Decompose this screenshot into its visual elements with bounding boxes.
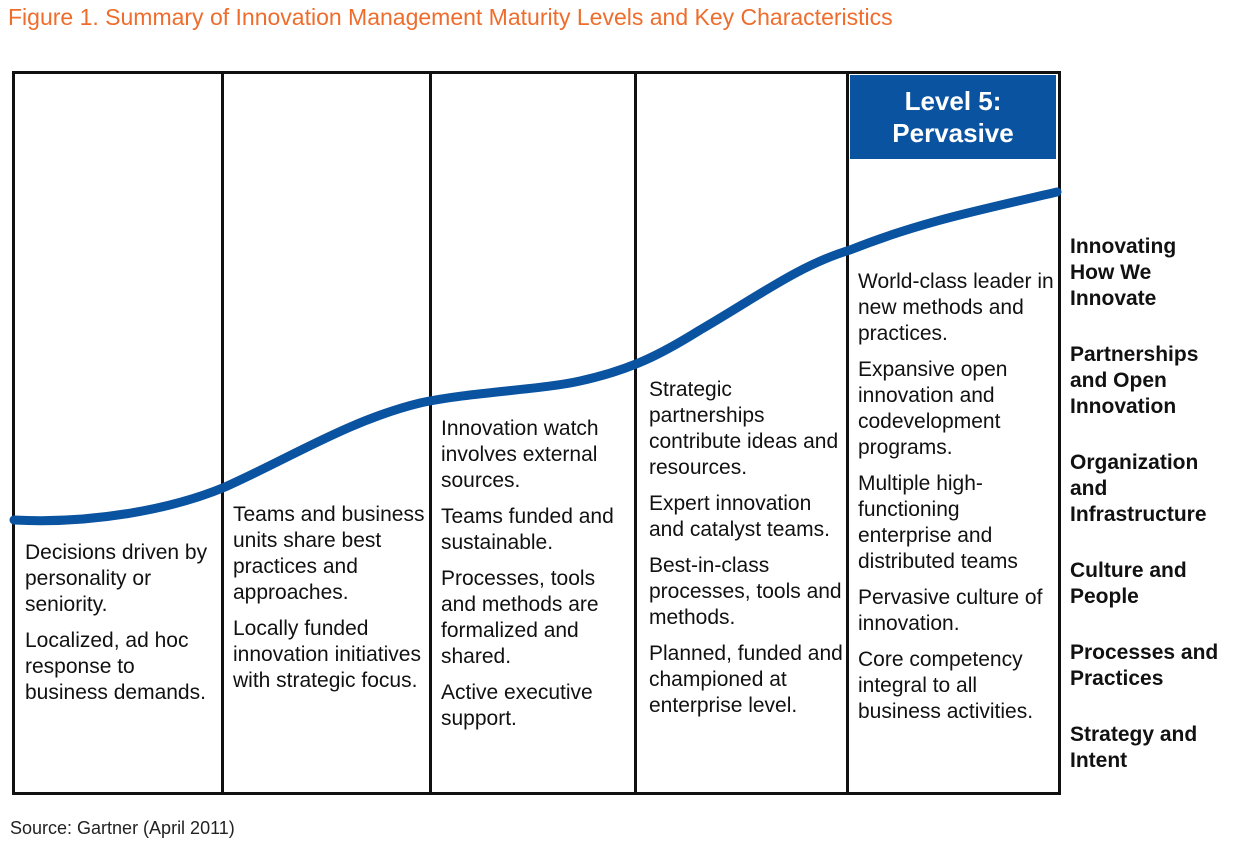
level-2-bullet: Locally funded innovation initiatives wi… xyxy=(233,617,421,692)
level-5-bullet: Multiple high-functioning enterprise and… xyxy=(858,472,1018,573)
level-5-bullet: Core competency integral to all business… xyxy=(858,648,1034,723)
level-2-bullet: Teams and business units share best prac… xyxy=(233,503,425,604)
level-1-column: Decisions driven by personality or senio… xyxy=(25,540,220,716)
column-divider-4 xyxy=(846,71,849,795)
level-4-bullet: Expert innovation and catalyst teams. xyxy=(649,492,830,541)
level-4-column: Strategic partnerships contribute ideas … xyxy=(649,377,844,729)
level-4-bullet: Planned, funded and championed at enterp… xyxy=(649,642,843,717)
dimension-label: Processes and Practices xyxy=(1070,641,1219,690)
maturity-frame xyxy=(12,71,1061,795)
level-2-column: Teams and business units share best prac… xyxy=(233,502,428,704)
level-4-bullet: Strategic partnerships contribute ideas … xyxy=(649,378,839,479)
level-5-bullet: Expansive open innovation and codevelopm… xyxy=(858,358,1008,459)
badge-line-1: Level 5: xyxy=(904,86,1002,116)
dimension-labels: Innovating How We Innovate Partnerships … xyxy=(1070,234,1230,774)
level-1-bullet: Localized, ad hoc response to business d… xyxy=(25,629,206,704)
level-4-bullet: Best-in-class processes, tools and metho… xyxy=(649,554,842,629)
level-3-bullet: Teams funded and sustainable. xyxy=(441,505,614,554)
badge-line-2: Pervasive xyxy=(892,118,1014,148)
level-5-badge: Level 5: Pervasive xyxy=(850,75,1056,159)
level-3-column: Innovation watch involves external sourc… xyxy=(441,416,631,742)
level-3-bullet: Active executive support. xyxy=(441,681,593,730)
column-divider-3 xyxy=(634,71,637,795)
column-divider-1 xyxy=(221,71,224,795)
dimension-label: Culture and People xyxy=(1070,559,1187,608)
level-3-bullet: Processes, tools and methods are formali… xyxy=(441,567,599,668)
dimension-label: Innovating How We Innovate xyxy=(1070,235,1177,310)
dimension-label: Organization and Infrastructure xyxy=(1070,451,1207,526)
level-5-bullet: World-class leader in new methods and pr… xyxy=(858,270,1054,345)
dimension-label: Strategy and Intent xyxy=(1070,723,1198,772)
figure-title: Figure 1. Summary of Innovation Manageme… xyxy=(8,4,893,30)
maturity-curve-line xyxy=(9,187,1062,526)
dimension-label: Partnerships and Open Innovation xyxy=(1070,343,1199,418)
level-3-bullet: Innovation watch involves external sourc… xyxy=(441,417,599,492)
level-1-bullet: Decisions driven by personality or senio… xyxy=(25,541,208,616)
source-note: Source: Gartner (April 2011) xyxy=(10,818,235,838)
column-divider-2 xyxy=(429,71,432,795)
level-5-bullet: Pervasive culture of innovation. xyxy=(858,586,1043,635)
level-5-column: World-class leader in new methods and pr… xyxy=(858,269,1054,735)
